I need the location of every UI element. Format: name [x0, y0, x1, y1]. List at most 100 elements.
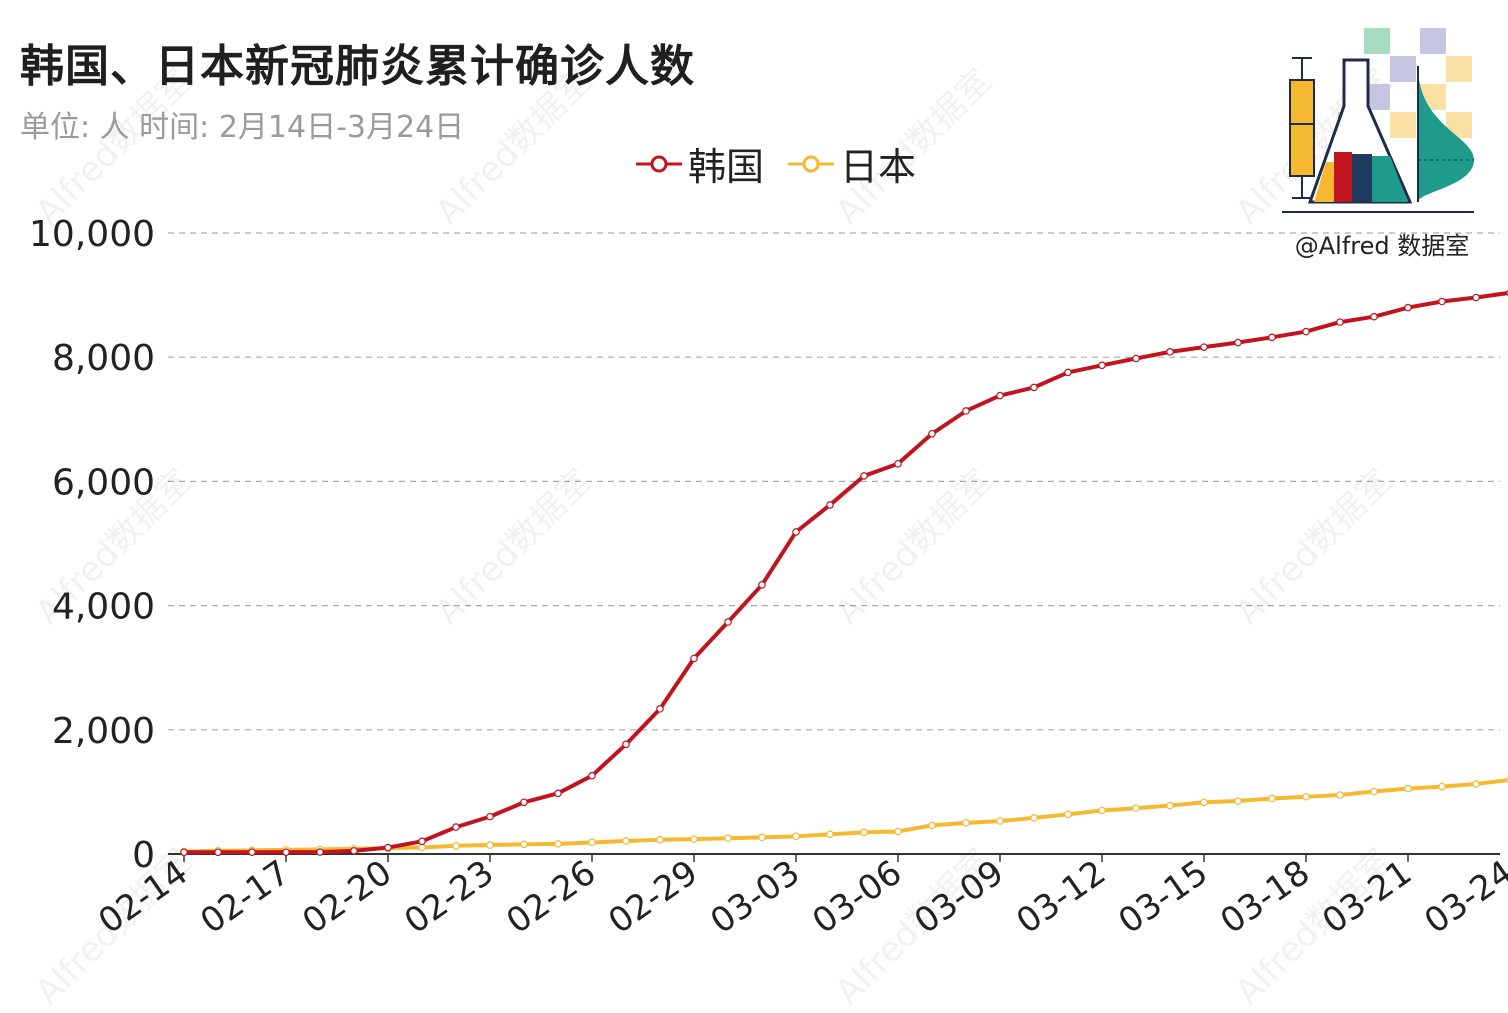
data-point-japan — [554, 840, 562, 848]
data-point-japan — [452, 842, 460, 850]
data-point-korea — [690, 654, 698, 663]
x-tick-label: 03-24 — [1417, 853, 1508, 942]
data-point-japan — [418, 843, 426, 852]
data-point-korea — [418, 837, 426, 846]
data-point-japan — [792, 832, 800, 841]
data-point-korea — [1064, 368, 1072, 377]
data-point-korea — [282, 848, 290, 856]
data-point-korea — [860, 472, 868, 480]
series-line-japan — [183, 778, 1508, 854]
y-tick-label: 8,000 — [52, 338, 155, 379]
x-tick-label: 02-29 — [601, 853, 705, 942]
x-tick-label: 02-26 — [499, 853, 603, 942]
y-tick-label: 10,000 — [29, 214, 155, 255]
data-point-korea — [588, 771, 596, 780]
data-point-japan — [690, 835, 698, 843]
data-point-japan — [1166, 801, 1174, 810]
data-point-japan — [1404, 784, 1412, 793]
data-point-korea — [486, 812, 494, 821]
legend-item-japan[interactable]: 日本 — [788, 136, 916, 191]
data-point-japan — [826, 830, 834, 839]
data-point-korea — [1404, 303, 1412, 312]
data-point-japan — [1030, 814, 1038, 822]
data-point-korea — [214, 848, 222, 857]
data-point-korea — [1336, 318, 1344, 326]
x-tick-label: 02-23 — [397, 853, 501, 942]
data-point-korea — [826, 501, 834, 509]
data-point-japan — [894, 827, 902, 836]
data-point-japan — [860, 828, 868, 837]
data-point-japan — [1064, 810, 1072, 819]
chart-canvas: 02,0004,0006,0008,00010,00002-1402-1702-… — [29, 214, 1508, 942]
data-point-japan — [1098, 806, 1106, 815]
data-point-japan — [656, 835, 664, 844]
data-point-japan — [1234, 797, 1242, 805]
y-tick-label: 0 — [132, 835, 155, 876]
data-point-japan — [520, 840, 528, 849]
data-point-korea — [248, 848, 256, 856]
data-point-japan — [1132, 804, 1140, 813]
data-point-korea — [452, 823, 460, 831]
data-point-japan — [1268, 794, 1276, 803]
data-point-korea — [554, 789, 562, 798]
data-point-japan — [1200, 798, 1208, 807]
flask-chart-logo-icon — [1282, 28, 1474, 213]
x-tick-label: 02-17 — [193, 853, 297, 942]
data-point-japan — [1302, 792, 1310, 801]
data-point-korea — [180, 848, 188, 857]
data-point-japan — [1336, 791, 1344, 799]
data-point-japan — [588, 838, 596, 847]
data-point-korea — [1472, 293, 1480, 302]
data-point-korea — [996, 391, 1004, 400]
data-point-japan — [758, 833, 766, 842]
data-point-korea — [1268, 333, 1276, 342]
data-point-japan — [1438, 782, 1446, 791]
legend-swatch-korea-icon — [636, 155, 682, 172]
x-tick-label: 03-15 — [1111, 853, 1215, 942]
data-point-korea — [316, 848, 324, 856]
chart-subtitle: 单位: 人 时间: 2月14日-3月24日 — [20, 110, 465, 145]
legend-label-japan: 日本 — [840, 145, 917, 189]
data-point-korea — [1166, 348, 1174, 356]
data-point-korea — [622, 740, 630, 749]
data-point-korea — [724, 618, 732, 626]
data-point-korea — [1370, 312, 1378, 321]
data-point-japan — [1370, 787, 1378, 796]
data-point-korea — [1234, 338, 1242, 347]
logo: @Alfred 数据室 — [1278, 26, 1478, 262]
data-point-japan — [724, 834, 732, 843]
data-point-japan — [996, 817, 1004, 825]
data-point-korea — [1030, 383, 1038, 392]
data-point-japan — [962, 819, 970, 827]
data-point-korea — [1132, 354, 1140, 363]
data-point-korea — [928, 429, 936, 438]
data-point-korea — [758, 580, 766, 589]
data-point-korea — [894, 459, 902, 468]
legend-item-korea[interactable]: 韩国 — [636, 136, 764, 191]
data-point-korea — [1302, 327, 1310, 336]
logo-text: @Alfred 数据室 — [1294, 232, 1470, 260]
y-tick-label: 2,000 — [52, 711, 155, 752]
y-tick-label: 4,000 — [52, 587, 155, 628]
data-point-korea — [1438, 297, 1446, 306]
x-tick-label: 03-03 — [703, 853, 807, 942]
x-tick-label: 03-12 — [1009, 853, 1113, 942]
data-point-korea — [1098, 361, 1106, 370]
data-point-korea — [384, 843, 392, 852]
data-point-korea — [520, 798, 528, 807]
data-point-korea — [656, 705, 664, 713]
data-point-japan — [1472, 780, 1480, 788]
y-tick-label: 6,000 — [52, 462, 155, 503]
chart-title: 韩国、日本新冠肺炎累计确诊人数 — [20, 41, 695, 92]
x-tick-label: 02-20 — [295, 853, 399, 942]
data-point-korea — [1200, 343, 1208, 351]
legend: 韩国 日本 — [636, 136, 940, 191]
data-point-korea — [350, 847, 358, 855]
data-point-korea — [792, 528, 800, 536]
data-point-japan — [928, 821, 936, 830]
data-point-japan — [622, 837, 630, 845]
legend-swatch-japan-icon — [788, 155, 835, 172]
data-point-korea — [962, 407, 970, 415]
data-point-japan — [486, 841, 494, 849]
legend-label-korea: 韩国 — [688, 145, 765, 189]
